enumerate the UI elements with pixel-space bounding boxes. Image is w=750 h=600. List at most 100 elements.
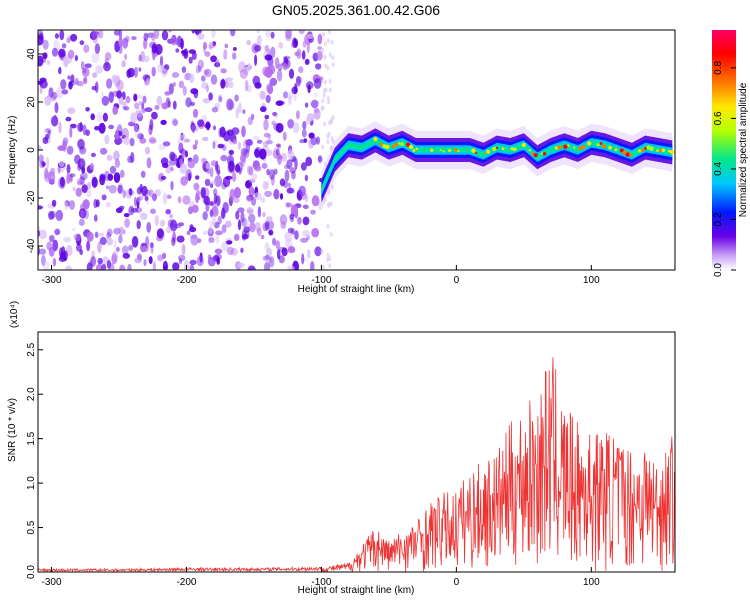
noise-blob [39, 77, 47, 83]
noise-blob [117, 184, 123, 194]
y-tick-label: 2.5 [26, 342, 37, 356]
noise-blob [237, 262, 245, 268]
noise-blob [247, 62, 251, 72]
noise-blob [313, 92, 319, 98]
noise-blob [304, 58, 310, 65]
noise-blob [137, 94, 143, 99]
ridge-peak [471, 148, 476, 153]
noise-blob [63, 56, 69, 68]
snr-series [38, 357, 675, 572]
noise-blob [144, 107, 153, 113]
noise-blob [86, 188, 92, 198]
noise-blob [198, 59, 203, 67]
ridge-peak [412, 148, 416, 152]
noise-blob [242, 109, 246, 114]
noise-blob [254, 148, 260, 158]
noise-blob [214, 253, 222, 261]
noise-blob [105, 201, 111, 208]
noise-blob [202, 136, 209, 142]
noise-blob [235, 210, 240, 220]
noise-blob [108, 91, 114, 103]
noise-blob [122, 245, 129, 255]
noise-blob [61, 89, 69, 95]
noise-blob [106, 259, 112, 269]
noise-blob [54, 33, 60, 39]
noise-blob [211, 180, 216, 185]
noise-blob [174, 37, 182, 46]
noise-blob [213, 188, 218, 196]
ridge-peak [442, 150, 445, 153]
noise-blob [131, 236, 139, 248]
noise-blob [221, 224, 227, 234]
noise-blob [249, 221, 256, 233]
noise-blob [226, 98, 234, 111]
noise-blob [157, 254, 164, 262]
colorbar: 0.0 0.2 0.4 0.6 0.8 Normalized spectral ampl… [712, 30, 749, 277]
noise-blob [216, 169, 221, 175]
noise-blob [120, 169, 125, 178]
noise-blob [267, 85, 274, 95]
noise-blob [302, 229, 310, 237]
noise-blob [79, 176, 85, 185]
noise-blob [118, 234, 123, 244]
noise-blob [133, 124, 138, 131]
noise-blob [302, 120, 307, 130]
noise-blob [177, 254, 186, 262]
noise-blob [59, 176, 65, 188]
noise-blob [171, 72, 180, 78]
noise-blob [160, 119, 167, 125]
noise-blob [105, 185, 110, 190]
noise-blob [38, 229, 41, 238]
noise-blob [294, 210, 299, 219]
noise-blob [151, 111, 158, 120]
noise-blob [136, 220, 141, 230]
noise-blob [311, 195, 320, 207]
noise-blob [127, 155, 133, 163]
noise-blob [269, 77, 278, 86]
noise-blob [94, 231, 99, 238]
noise-blob [54, 228, 61, 236]
noise-blob [272, 237, 277, 246]
noise-blob [237, 219, 242, 231]
noise-blob [296, 48, 302, 59]
noise-blob [109, 165, 117, 174]
noise-blob [139, 183, 143, 193]
noise-blob [78, 218, 85, 226]
noise-blob [257, 206, 262, 218]
noise-blob [188, 172, 192, 182]
noise-blob [206, 168, 211, 174]
noise-blob [148, 189, 154, 198]
noise-blob [39, 248, 47, 255]
noise-blob [140, 170, 146, 178]
spectrogram-x-ticks: -300 -200 -100 0 100 [41, 265, 600, 286]
noise-blob [270, 31, 275, 39]
noise-blob [189, 234, 197, 239]
noise-blob [133, 93, 138, 102]
noise-blob [287, 119, 295, 129]
noise-blob [254, 44, 262, 52]
noise-blob [211, 214, 216, 227]
noise-blob [152, 261, 156, 270]
noise-blob [42, 260, 50, 270]
noise-blob [96, 112, 103, 122]
noise-blob [69, 200, 75, 210]
noise-blob [189, 73, 195, 84]
noise-blob [217, 143, 225, 149]
noise-blob [108, 184, 117, 194]
noise-blob [102, 112, 108, 122]
noise-blob [254, 221, 261, 232]
x-tick-label: -300 [41, 275, 61, 286]
noise-blob [83, 77, 87, 83]
noise-blob [124, 218, 130, 228]
noise-blob [292, 37, 298, 48]
noise-blob [247, 116, 253, 126]
noise-blob [248, 166, 254, 176]
noise-blob [101, 95, 110, 106]
noise-blob [323, 54, 327, 60]
noise-blob [161, 102, 169, 110]
noise-blob [58, 161, 65, 168]
noise-blob [121, 60, 126, 68]
noise-blob [310, 136, 318, 146]
noise-blob [232, 52, 237, 60]
